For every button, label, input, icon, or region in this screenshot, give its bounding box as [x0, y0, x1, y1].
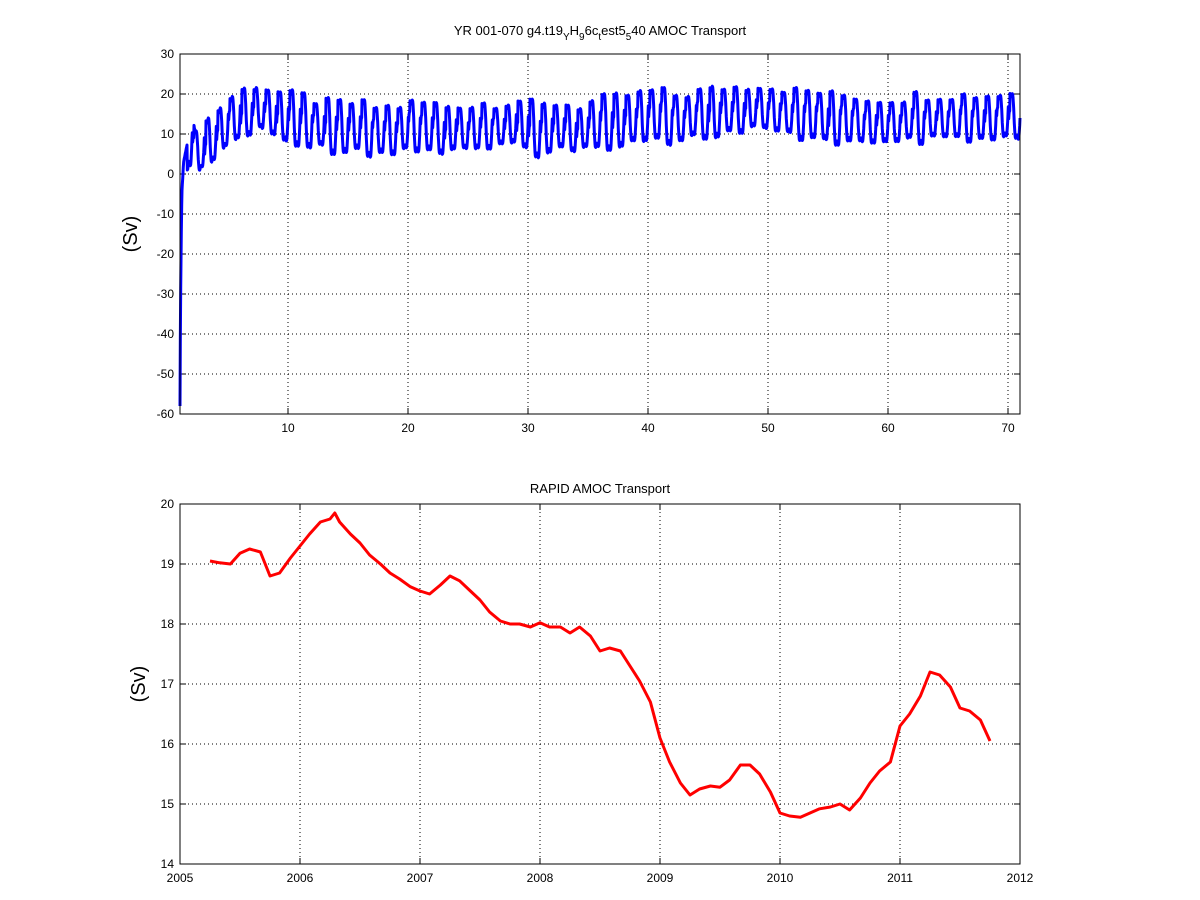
y-tick-label: 16	[161, 737, 175, 751]
x-tick-label: 10	[281, 421, 295, 435]
y-tick-label: 20	[161, 497, 175, 511]
y-tick-label: 18	[161, 617, 175, 631]
x-tick-label: 60	[881, 421, 895, 435]
x-tick-label: 2012	[1007, 871, 1034, 885]
chart-title: YR 001-070 g4.t19YH96ctest5540 AMOC Tran…	[454, 23, 747, 43]
x-tick-label: 70	[1001, 421, 1015, 435]
y-tick-label: 19	[161, 557, 175, 571]
x-tick-label: 2005	[167, 871, 194, 885]
y-tick-label: 0	[167, 167, 174, 181]
y-axis-label: (Sv)	[120, 216, 142, 253]
series-line-rapid-amoc	[209, 511, 992, 819]
x-tick-label: 50	[761, 421, 775, 435]
panel-bottom-rapid-amoc: 2005 2006 2007 2008 2009 2010 2011 2012 14 15 16 17…	[128, 481, 1034, 885]
chart-title: RAPID AMOC Transport	[530, 481, 671, 496]
x-tick-label: 2007	[407, 871, 434, 885]
y-tick-label: -30	[157, 287, 175, 301]
x-tick-label: 2011	[887, 871, 913, 885]
x-tick-label: 2008	[527, 871, 554, 885]
panel-top-amoc-model: 10 20 30 40 50 60 70 -60 -50 -40 -30 -20 -10 0 10 20 30 Y…	[120, 23, 1022, 435]
y-tick-label: -20	[157, 247, 175, 261]
y-tick-label: 20	[161, 87, 175, 101]
x-tick-label: 2006	[287, 871, 314, 885]
y-tick-label: 30	[161, 47, 175, 61]
y-tick-label: 17	[161, 677, 175, 691]
axes-frame	[179, 53, 1021, 415]
x-tick-label: 2010	[767, 871, 794, 885]
axes-frame	[179, 503, 1021, 865]
y-tick-label: 10	[161, 127, 175, 141]
x-tick-label: 2009	[647, 871, 674, 885]
y-tick-label: 14	[161, 857, 175, 871]
y-tick-label: -40	[157, 327, 175, 341]
y-tick-label: -50	[157, 367, 175, 381]
x-tick-label: 30	[521, 421, 535, 435]
y-axis-label: (Sv)	[128, 666, 150, 703]
y-tick-label: -10	[157, 207, 175, 221]
x-tick-label: 20	[401, 421, 415, 435]
y-tick-label: 15	[161, 797, 175, 811]
series-line-model-amoc	[178, 84, 1022, 407]
x-tick-label: 40	[641, 421, 655, 435]
y-tick-label: -60	[157, 407, 175, 421]
